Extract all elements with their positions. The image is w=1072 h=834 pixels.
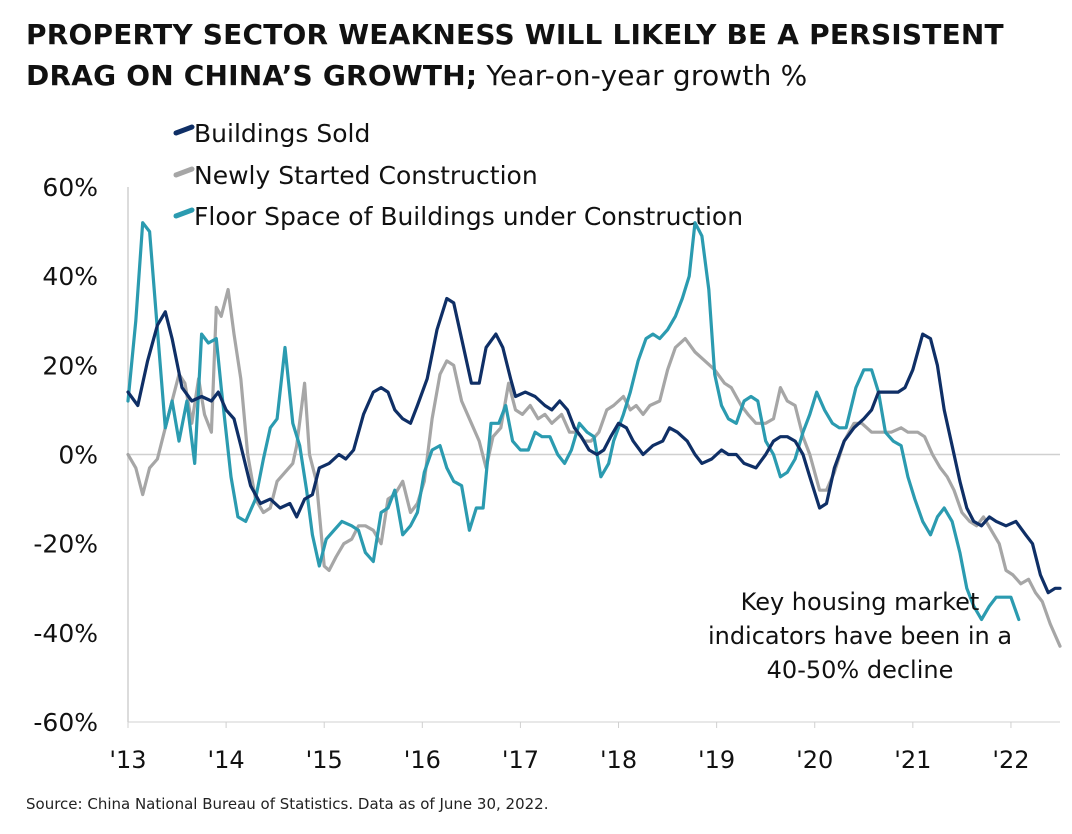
legend-label: Buildings Sold [194,119,370,148]
x-tick-label: '17 [502,746,539,774]
legend-swatch [173,166,195,178]
series-line-2 [126,221,1021,622]
x-tick-label: '14 [208,746,245,774]
chart-subtitle: Year-on-year growth % [477,59,808,92]
y-tick-label: -40% [33,619,98,648]
chart-title: PROPERTY SECTOR WEAKNESS WILL LIKELY BE … [26,14,1056,96]
x-tick-label: '13 [109,746,146,774]
y-tick-label: 20% [42,351,98,380]
x-tick-label: '18 [600,746,637,774]
y-tick-label: 60% [42,173,98,202]
legend-swatch [173,207,195,219]
y-tick-label: 40% [42,262,98,291]
chart-axes: 60% 40% 20% 0% -20% -40% -60% '13 '14 '15 '16 '17 '1… [33,173,1060,774]
legend-swatch [173,124,195,136]
chart-title-bold: PROPERTY SECTOR WEAKNESS WILL LIKELY BE … [26,18,1004,92]
y-tick-label: -60% [33,708,98,737]
x-tick-label: '22 [992,746,1029,774]
legend-label: Floor Space of Buildings under Construct… [194,202,743,231]
chart-legend: Buildings Sold Newly Started Construction… [173,119,743,231]
y-tick-label: -20% [33,530,98,559]
x-tick-label: '21 [894,746,931,774]
x-tick-label: '15 [306,746,343,774]
chart-lines [126,221,1062,648]
x-tick-label: '20 [796,746,833,774]
series-line-1 [126,287,1062,648]
series-line-0 [126,296,1062,595]
y-tick-label: 0% [58,441,98,470]
x-tick-label: '16 [404,746,441,774]
source-note: Source: China National Bureau of Statist… [26,795,549,813]
chart-annotation: Key housing market indicators have been … [707,588,1013,684]
legend-label: Newly Started Construction [194,161,538,190]
x-tick-label: '19 [698,746,735,774]
